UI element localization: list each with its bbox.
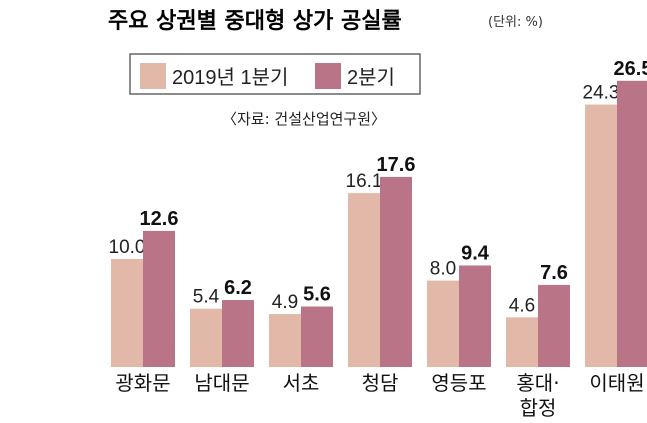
data-label-q1-4: 8.0	[430, 259, 456, 280]
bar-q2-5	[538, 284, 570, 367]
data-label-q1-3: 16.1	[346, 171, 383, 192]
data-label-q2-5: 7.6	[540, 262, 568, 284]
bar-q1-2	[269, 314, 301, 367]
category-label-5: 홍대·	[516, 371, 559, 395]
bar-q1-6	[585, 104, 617, 367]
data-label-q2-0: 12.6	[140, 208, 179, 230]
plot-area: 10.0 12.6 광화문 5.4 6.2 남대문 4.9 5.6 서초 16.117.6 청담 8.…	[109, 58, 647, 420]
unit-note: (단위: %)	[488, 15, 543, 30]
bar-q1-3	[348, 193, 380, 367]
legend-box	[129, 53, 421, 95]
data-label-q1-5: 4.6	[509, 295, 535, 316]
legend-label-series-1: 2019년 1분기	[172, 66, 288, 89]
category-label-4: 영등포	[431, 371, 486, 395]
category-label-1: 남대문	[194, 371, 249, 395]
data-label-q2-2: 5.6	[303, 284, 331, 306]
bar-q2-6	[617, 80, 647, 368]
bar-q1-5	[506, 317, 538, 367]
category-label-2: 서초	[283, 371, 320, 395]
legend-label-series-2: 2분기	[347, 66, 395, 89]
bar-q2-3	[380, 176, 412, 367]
bar-q1-0	[111, 259, 143, 367]
chart-title: 주요 상권별 중대형 상가 공실률	[108, 9, 402, 34]
bar-q2-2	[301, 306, 333, 367]
category-label-6: 이태원	[589, 371, 644, 395]
data-label-q2-4: 9.4	[461, 242, 490, 264]
bar-q2-1	[222, 300, 254, 367]
data-label-q2-1: 6.2	[224, 277, 252, 299]
data-label-q1-1: 5.4	[193, 287, 220, 308]
category-label-3: 청담	[362, 371, 399, 395]
category-label-5-line-1: 합정	[520, 396, 557, 420]
legend-swatch-series-2	[315, 63, 341, 89]
bar-q2-0	[143, 230, 175, 367]
bar-q1-1	[190, 308, 222, 367]
source-note: 〈자료: 건설산업연구원〉	[222, 110, 386, 128]
data-label-q1-0: 10.0	[109, 237, 146, 258]
data-label-q1-2: 4.9	[272, 292, 298, 313]
bar-q2-4	[459, 265, 491, 367]
category-label-0: 광화문	[115, 371, 170, 395]
data-label-q2-3: 17.6	[377, 154, 416, 176]
legend: 2019년 1분기 2분기	[129, 53, 421, 95]
data-label-q2-6: 26.5	[614, 58, 647, 80]
bar-q1-4	[427, 280, 459, 367]
data-label-q1-6: 24.3	[583, 83, 620, 104]
legend-swatch-series-1	[140, 63, 166, 89]
